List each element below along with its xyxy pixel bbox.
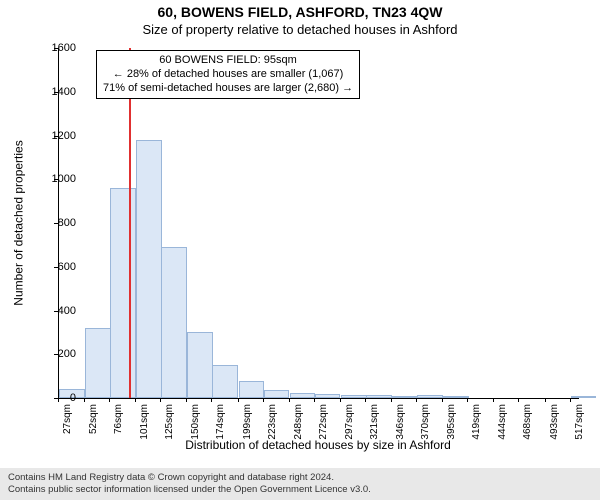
x-tick-mark bbox=[416, 398, 417, 402]
histogram-bar bbox=[443, 396, 469, 398]
x-tick-label: 272sqm bbox=[318, 404, 329, 440]
annotation-line-3: 71% of semi-detached houses are larger (… bbox=[103, 82, 353, 96]
x-tick-label: 27sqm bbox=[62, 404, 73, 434]
x-tick-label: 199sqm bbox=[242, 404, 253, 440]
x-tick-label: 101sqm bbox=[139, 404, 150, 440]
x-tick-label: 248sqm bbox=[293, 404, 304, 440]
x-tick-label: 517sqm bbox=[574, 404, 585, 440]
histogram-bar bbox=[264, 390, 290, 398]
annotation-line-2: ← 28% of detached houses are smaller (1,… bbox=[103, 68, 353, 82]
footer-line-2: Contains public sector information licen… bbox=[8, 484, 592, 496]
histogram-bar bbox=[212, 365, 238, 398]
x-tick-label: 493sqm bbox=[549, 404, 560, 440]
histogram-bar bbox=[290, 393, 316, 398]
histogram-bar bbox=[110, 188, 136, 398]
y-tick-mark bbox=[54, 48, 58, 49]
y-tick-label: 1000 bbox=[46, 173, 76, 185]
x-tick-mark bbox=[135, 398, 136, 402]
x-tick-label: 321sqm bbox=[369, 404, 380, 440]
x-tick-label: 174sqm bbox=[215, 404, 226, 440]
histogram-bar bbox=[417, 395, 443, 398]
footer: Contains HM Land Registry data © Crown c… bbox=[0, 468, 600, 500]
histogram-bar bbox=[341, 395, 367, 398]
x-tick-label: 419sqm bbox=[471, 404, 482, 440]
x-axis-label: Distribution of detached houses by size … bbox=[58, 438, 578, 452]
x-tick-mark bbox=[391, 398, 392, 402]
x-tick-label: 150sqm bbox=[190, 404, 201, 440]
histogram-bar bbox=[366, 395, 392, 398]
x-tick-mark bbox=[570, 398, 571, 402]
y-tick-mark bbox=[54, 354, 58, 355]
y-axis-label: Number of detached properties bbox=[12, 48, 26, 398]
histogram-bar bbox=[85, 328, 111, 398]
x-tick-label: 52sqm bbox=[88, 404, 99, 434]
y-tick-label: 0 bbox=[46, 392, 76, 404]
y-tick-label: 1200 bbox=[46, 130, 76, 142]
x-tick-mark bbox=[263, 398, 264, 402]
annotation-line-1: 60 BOWENS FIELD: 95sqm bbox=[103, 54, 353, 68]
y-tick-mark bbox=[54, 311, 58, 312]
x-tick-mark bbox=[289, 398, 290, 402]
x-tick-mark bbox=[186, 398, 187, 402]
x-tick-mark bbox=[493, 398, 494, 402]
x-tick-mark bbox=[160, 398, 161, 402]
x-tick-mark bbox=[545, 398, 546, 402]
histogram-bar bbox=[571, 396, 597, 398]
x-tick-label: 76sqm bbox=[113, 404, 124, 434]
y-tick-mark bbox=[54, 223, 58, 224]
histogram-bar bbox=[161, 247, 187, 398]
x-tick-label: 468sqm bbox=[522, 404, 533, 440]
histogram-bar bbox=[315, 394, 341, 398]
y-tick-label: 200 bbox=[46, 348, 76, 360]
x-tick-mark bbox=[84, 398, 85, 402]
x-tick-mark bbox=[442, 398, 443, 402]
y-tick-label: 600 bbox=[46, 261, 76, 273]
x-tick-mark bbox=[211, 398, 212, 402]
y-tick-label: 800 bbox=[46, 217, 76, 229]
histogram-bar bbox=[136, 140, 162, 398]
y-tick-mark bbox=[54, 267, 58, 268]
chart-plot-area bbox=[58, 48, 579, 399]
y-tick-mark bbox=[54, 92, 58, 93]
y-tick-label: 1400 bbox=[46, 86, 76, 98]
histogram-bar bbox=[392, 396, 418, 398]
page-subtitle: Size of property relative to detached ho… bbox=[0, 22, 600, 37]
x-tick-label: 125sqm bbox=[164, 404, 175, 440]
page-title: 60, BOWENS FIELD, ASHFORD, TN23 4QW bbox=[0, 4, 600, 20]
x-tick-label: 444sqm bbox=[497, 404, 508, 440]
histogram-bar bbox=[239, 381, 265, 399]
x-tick-mark bbox=[365, 398, 366, 402]
x-tick-label: 370sqm bbox=[420, 404, 431, 440]
annotation-box: 60 BOWENS FIELD: 95sqm ← 28% of detached… bbox=[96, 50, 360, 99]
marker-line bbox=[129, 48, 131, 398]
footer-line-1: Contains HM Land Registry data © Crown c… bbox=[8, 472, 592, 484]
x-tick-mark bbox=[238, 398, 239, 402]
x-tick-label: 223sqm bbox=[267, 404, 278, 440]
y-tick-mark bbox=[54, 179, 58, 180]
histogram-bar bbox=[187, 332, 213, 398]
x-tick-mark bbox=[340, 398, 341, 402]
x-tick-label: 395sqm bbox=[446, 404, 457, 440]
x-tick-mark bbox=[467, 398, 468, 402]
x-tick-label: 346sqm bbox=[395, 404, 406, 440]
y-tick-label: 1600 bbox=[46, 42, 76, 54]
x-tick-mark bbox=[518, 398, 519, 402]
y-tick-mark bbox=[54, 136, 58, 137]
x-tick-mark bbox=[314, 398, 315, 402]
y-tick-label: 400 bbox=[46, 305, 76, 317]
chart-container: 60, BOWENS FIELD, ASHFORD, TN23 4QW Size… bbox=[0, 0, 600, 500]
x-tick-mark bbox=[58, 398, 59, 402]
x-tick-label: 297sqm bbox=[344, 404, 355, 440]
x-tick-mark bbox=[109, 398, 110, 402]
